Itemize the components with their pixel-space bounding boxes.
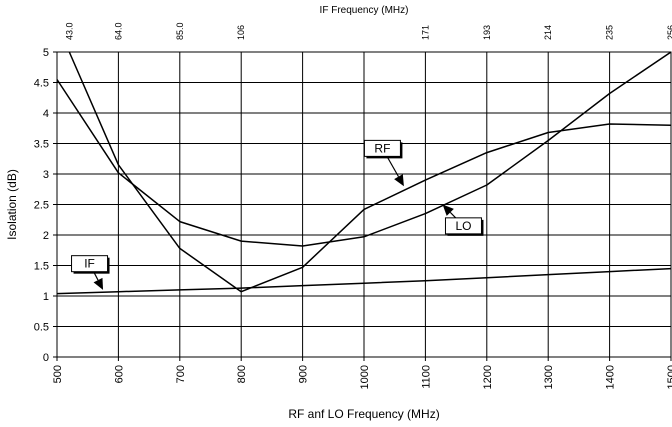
x-axis-title: RF anf LO Frequency (MHz) xyxy=(288,407,439,421)
callout-arrow-head xyxy=(93,277,104,290)
series-line-lo xyxy=(68,51,672,293)
top-tick-label: 235 xyxy=(605,25,615,40)
callout-arrow-head xyxy=(442,204,454,216)
x-tick-label: 1400 xyxy=(605,365,617,389)
callout-box xyxy=(444,217,482,235)
top-tick-label: 85.0 xyxy=(175,22,185,40)
x-tick-label: 600 xyxy=(113,365,125,383)
y-tick-label: 3 xyxy=(43,169,49,181)
series-lines xyxy=(56,51,672,295)
y-tick-label: 0 xyxy=(43,352,49,364)
y-tick-label: 0.5 xyxy=(34,322,49,334)
series-line-rf xyxy=(56,51,672,247)
x-tick-label: 1000 xyxy=(359,365,371,389)
top-tick-label: 106 xyxy=(236,25,246,40)
callout-label-if: IF xyxy=(84,257,95,271)
callout-label-lo: LO xyxy=(455,219,471,233)
y-tick-label: 1.5 xyxy=(34,261,49,273)
x-tick-label: 800 xyxy=(236,365,248,383)
callouts: RF LO IF xyxy=(71,139,484,290)
top-tick-label: 193 xyxy=(482,25,492,40)
y-axis-title: Isolation (dB) xyxy=(5,169,19,240)
y-tick-label: 4.5 xyxy=(34,78,49,90)
x-tick-label: 900 xyxy=(298,365,310,383)
plot-frame xyxy=(56,51,672,358)
top-tick-label: 43.0 xyxy=(64,22,74,40)
x-tick-label: 1300 xyxy=(543,365,555,389)
y-tick-label: 2 xyxy=(43,230,49,242)
top-tick-label: 214 xyxy=(543,25,553,40)
top-axis-title: IF Frequency (MHz) xyxy=(320,5,409,16)
x-tick-label: 1200 xyxy=(482,365,494,389)
callout-box xyxy=(363,139,401,157)
x-tick-label: 1500 xyxy=(666,365,672,389)
y-tick-label: 3.5 xyxy=(34,139,49,151)
top-tick-label: 256 xyxy=(666,25,672,40)
y-tick-label: 5 xyxy=(43,47,49,59)
top-tick-labels: 43.0 64.0 85.0 106 171 193 214 235 256 xyxy=(64,22,672,40)
y-tick-labels: 0 0.5 1 1.5 2 2.5 3 3.5 4 4.5 5 xyxy=(34,47,49,364)
top-tick-label: 171 xyxy=(420,25,430,40)
grid xyxy=(53,51,672,361)
series-line-if xyxy=(56,267,672,295)
callout-arrow-line xyxy=(449,211,457,219)
callout-box xyxy=(71,255,109,273)
callout-arrow-head xyxy=(394,174,404,187)
top-tick-label: 64.0 xyxy=(113,22,123,40)
callout-label-rf: RF xyxy=(374,141,390,155)
x-tick-label: 700 xyxy=(175,365,187,383)
callout-arrow-line xyxy=(386,156,399,177)
y-tick-label: 1 xyxy=(43,291,49,303)
x-tick-labels: 500 600 700 800 900 1000 1100 1200 1300 1400 1500 xyxy=(52,365,672,389)
y-tick-label: 4 xyxy=(43,108,49,120)
x-tick-label: 1100 xyxy=(420,365,432,389)
y-tick-label: 2.5 xyxy=(34,200,49,212)
x-tick-label: 500 xyxy=(52,365,64,383)
